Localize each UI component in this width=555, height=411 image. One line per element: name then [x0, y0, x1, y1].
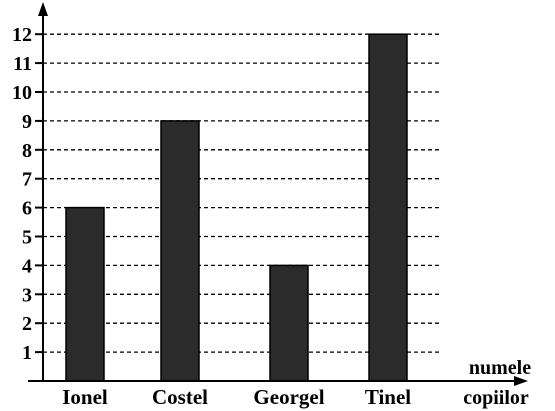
x-axis-arrow-icon	[514, 376, 528, 386]
y-tick-label: 3	[22, 284, 32, 306]
y-tick-label: 8	[22, 140, 32, 162]
bars	[65, 33, 408, 382]
x-tick-label: Costel	[152, 385, 208, 409]
y-tick-label: 12	[12, 24, 32, 46]
x-axis-label-line-1: numele	[469, 357, 531, 379]
bar-ionel	[65, 206, 105, 382]
x-tick-labels: Ionel Costel Georgel Tinel	[62, 385, 411, 409]
y-tick-label: 4	[22, 255, 32, 277]
x-tick-label: Ionel	[62, 385, 108, 409]
y-axis-arrow-icon	[38, 2, 48, 16]
x-axis-label-line-2: copiilor	[463, 387, 529, 409]
y-tick-label: 11	[13, 53, 32, 75]
y-tick-label: 9	[22, 111, 32, 133]
y-tick-label: 7	[22, 169, 32, 191]
bar-costel	[160, 120, 200, 382]
x-tick-label: Georgel	[253, 385, 324, 409]
bar-georgel	[269, 264, 309, 382]
y-tick-label: 6	[22, 198, 32, 220]
y-tick-label: 10	[12, 82, 32, 104]
x-tick-label: Tinel	[365, 385, 411, 409]
y-tick-label: 5	[22, 227, 32, 249]
bar-tinel	[368, 33, 408, 382]
y-tick-label: 2	[22, 313, 32, 335]
y-tick-label: 1	[22, 342, 32, 364]
axes	[28, 2, 528, 386]
